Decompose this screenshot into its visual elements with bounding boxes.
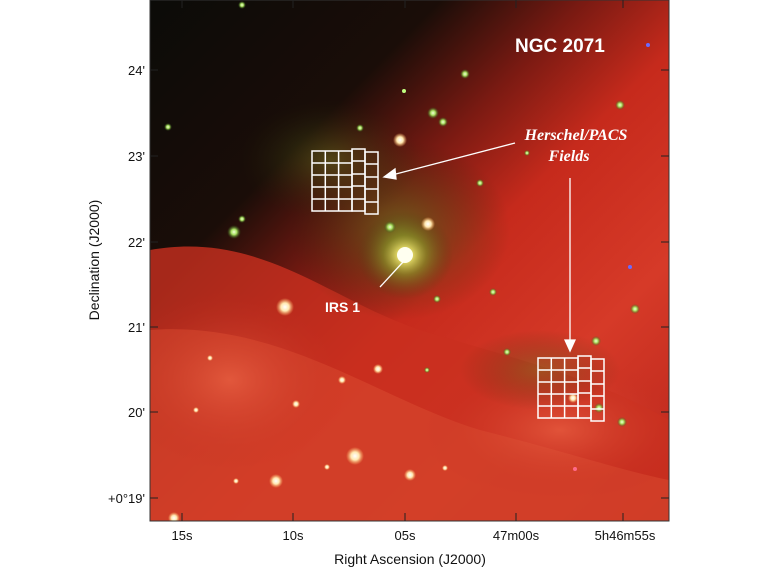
pacs-fields-label-line1: Herschel/PACS: [524, 127, 628, 144]
y-axis-title: Declination (J2000): [86, 200, 102, 321]
y-tick-label: 21': [128, 320, 145, 335]
y-tick-label: 24': [128, 63, 145, 78]
pacs-field-upper: [311, 148, 379, 215]
x-tick-label: 05s: [395, 528, 416, 543]
x-tick-label: 5h46m55s: [595, 528, 656, 543]
x-axis-title: Right Ascension (J2000): [334, 551, 486, 567]
irs1-pointer: [379, 261, 404, 288]
stars: [164, 1, 650, 521]
x-tick-label: 10s: [283, 528, 304, 543]
figure-title: NGC 2071: [515, 36, 605, 57]
y-tick-label: 20': [128, 405, 145, 420]
pacs-fields-label-line2: Fields: [548, 148, 590, 165]
plot-frame: [149, 0, 670, 522]
y-tick-label: +0°19': [108, 491, 145, 506]
annotation-arrows: [379, 142, 577, 353]
y-tick-label: 23': [128, 149, 145, 164]
x-tick-label: 47m00s: [493, 528, 540, 543]
sky-image: NGC 2071 Herschel/PACS Fields IRS 1: [150, 0, 669, 521]
y-tick-label: 22': [128, 235, 145, 250]
x-tick-label: 15s: [172, 528, 193, 543]
pacs-field-lower: [537, 355, 605, 422]
axis-ticks: [150, 0, 669, 521]
irs1-label: IRS 1: [325, 299, 360, 315]
